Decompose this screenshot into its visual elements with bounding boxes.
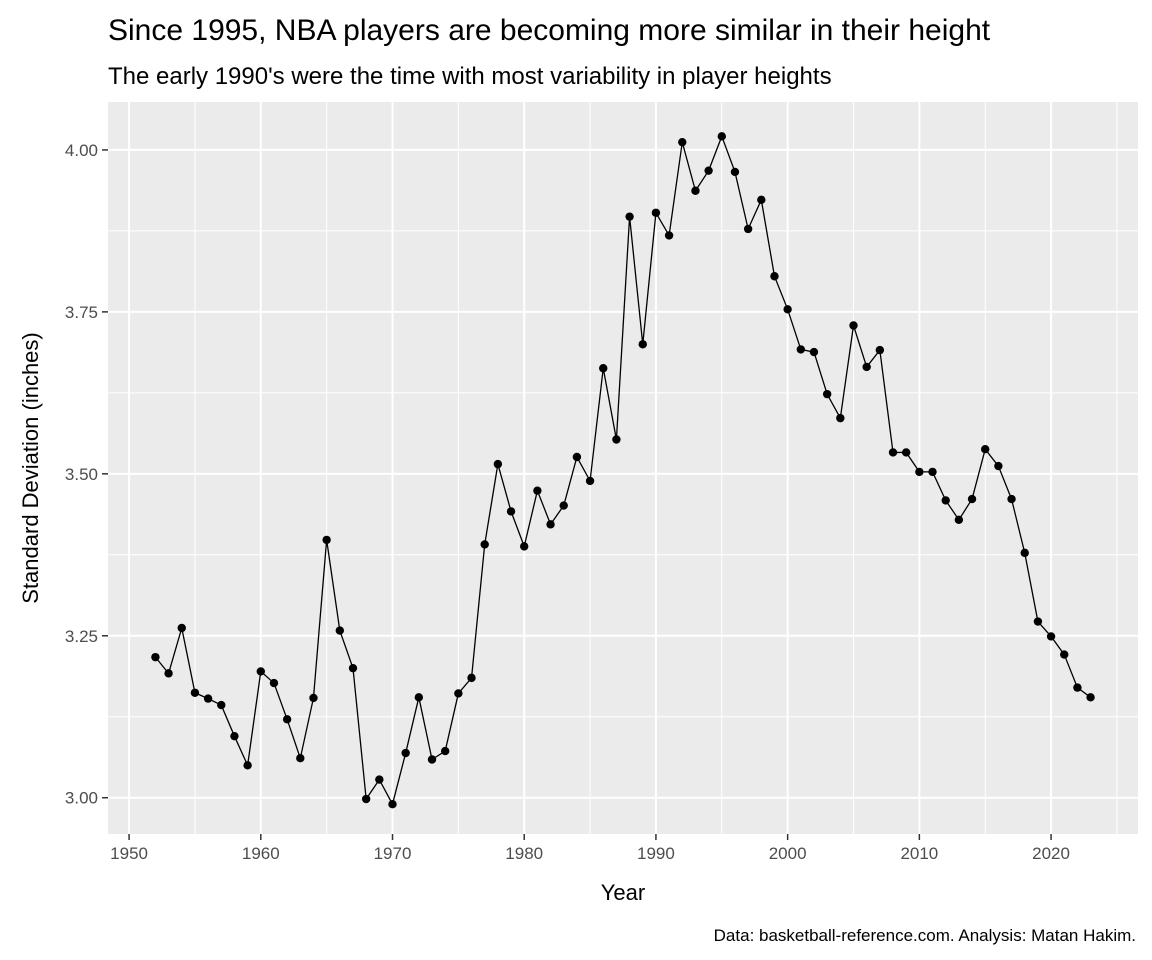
data-point — [941, 496, 950, 505]
x-tick-label: 2020 — [1032, 844, 1070, 863]
gridlines — [108, 102, 1138, 834]
data-point — [282, 715, 292, 724]
data-point — [322, 535, 331, 545]
data-point — [770, 272, 779, 281]
y-tick-label: 3.75 — [65, 303, 98, 322]
data-point — [190, 688, 200, 697]
data-points — [151, 132, 1095, 809]
data-point — [454, 689, 463, 698]
data-point — [493, 459, 503, 469]
y-tick-label: 3.00 — [65, 789, 98, 808]
data-point — [1007, 494, 1016, 504]
data-point — [625, 212, 634, 221]
data-point — [809, 347, 819, 357]
data-point — [427, 755, 437, 764]
data-point — [559, 501, 568, 510]
data-point — [981, 445, 990, 454]
data-point — [612, 435, 621, 444]
data-point — [599, 364, 608, 373]
data-point — [849, 321, 858, 330]
data-point — [177, 623, 186, 633]
data-point — [243, 761, 252, 770]
x-tick-label: 2010 — [900, 844, 938, 863]
y-tick-label: 3.50 — [65, 465, 98, 484]
data-point — [704, 166, 713, 175]
x-tick-label: 2000 — [769, 844, 807, 863]
data-point — [1046, 632, 1056, 641]
x-tick-label: 1960 — [242, 844, 280, 863]
data-point — [678, 137, 687, 147]
data-point — [1086, 693, 1095, 702]
data-point — [520, 542, 529, 551]
data-point — [1033, 617, 1043, 626]
series-line — [154, 134, 1091, 806]
data-point — [651, 208, 661, 217]
data-point — [994, 461, 1003, 471]
data-point — [203, 694, 213, 703]
data-point — [335, 626, 345, 635]
data-point — [401, 748, 410, 758]
data-point — [269, 678, 279, 688]
data-point — [901, 448, 911, 457]
data-point — [572, 452, 582, 462]
data-point — [217, 700, 226, 710]
data-point — [164, 669, 173, 678]
y-tick-label: 4.00 — [65, 141, 98, 160]
y-axis-title: Standard Deviation (inches) — [18, 332, 43, 603]
x-axis-title: Year — [601, 880, 645, 905]
data-point — [230, 731, 239, 741]
chart-title: Since 1995, NBA players are becoming mor… — [108, 14, 991, 47]
chart-subtitle: The early 1990's were the time with most… — [108, 63, 832, 90]
data-point — [480, 540, 489, 549]
x-tick-label: 1950 — [110, 844, 148, 863]
data-point — [783, 305, 792, 314]
data-point — [585, 476, 595, 486]
x-tick-label: 1990 — [637, 844, 675, 863]
data-point — [743, 224, 753, 234]
data-point — [757, 195, 766, 205]
data-point — [440, 746, 450, 756]
data-point — [506, 507, 516, 516]
data-point — [717, 132, 726, 141]
data-point — [888, 448, 898, 457]
data-point — [967, 494, 977, 504]
data-point — [296, 754, 305, 763]
data-point — [875, 345, 885, 355]
data-point — [309, 693, 318, 703]
data-point — [862, 362, 871, 372]
data-point — [467, 673, 476, 683]
data-point — [546, 520, 555, 529]
plot-panel — [108, 102, 1138, 834]
data-point — [1020, 548, 1029, 558]
data-point — [638, 340, 647, 349]
data-point — [730, 167, 740, 177]
data-point — [256, 667, 265, 676]
data-point — [1060, 650, 1069, 659]
axes: 1950 1960 1970 1980 1990 2000 2010 2020 3.00 3.25… — [65, 141, 1070, 863]
data-point — [822, 389, 832, 399]
x-tick-label: 1970 — [374, 844, 412, 863]
y-tick-label: 3.25 — [65, 627, 98, 646]
data-point — [533, 486, 542, 495]
data-point — [664, 231, 674, 240]
data-point — [691, 186, 700, 195]
data-point — [414, 693, 424, 702]
data-point — [361, 794, 371, 804]
data-point — [836, 413, 845, 423]
data-point — [796, 345, 806, 354]
x-tick-label: 1980 — [505, 844, 543, 863]
data-point — [375, 775, 384, 784]
data-point — [954, 515, 964, 525]
data-point — [915, 467, 924, 477]
data-point — [1073, 683, 1082, 692]
chart-caption: Data: basketball-reference.com. Analysis… — [714, 926, 1136, 945]
data-point — [388, 800, 397, 809]
data-point — [151, 652, 160, 662]
data-point — [348, 663, 358, 673]
data-point — [928, 467, 937, 477]
